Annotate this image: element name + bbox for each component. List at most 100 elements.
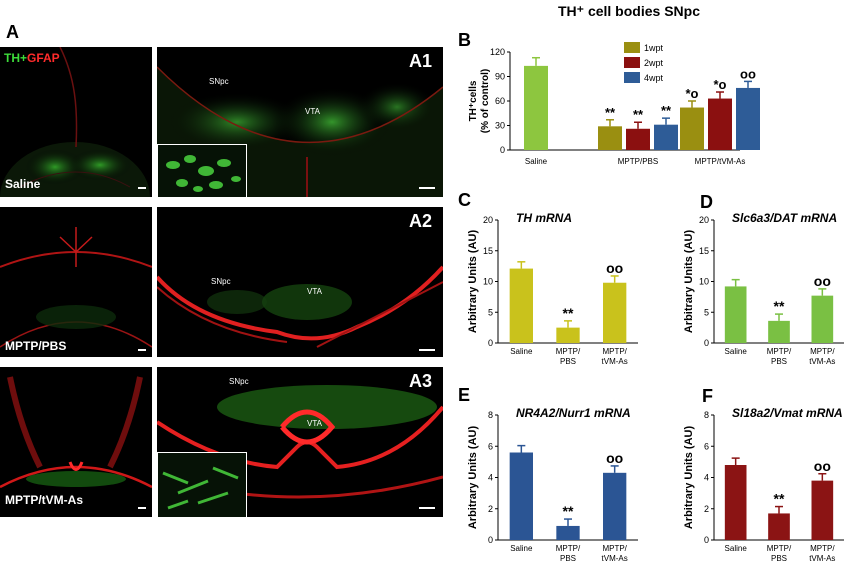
- label-snpc: SNpc: [209, 77, 229, 86]
- y-tick-label: 0: [704, 535, 709, 545]
- inset-cells: [162, 466, 239, 510]
- significance-label: **: [563, 503, 574, 519]
- panel-b-letter: B: [458, 30, 471, 50]
- bar: [556, 327, 580, 343]
- chart-f: 0 2 4 6 8 Arbitrary Units (AU) Sl18a2/Vmat mRN…: [670, 390, 850, 565]
- significance-label: **: [774, 298, 785, 314]
- legend-label: 2wpt: [644, 58, 664, 68]
- category-label: PBS: [560, 554, 576, 563]
- y-tick-label: 4: [704, 473, 709, 483]
- bar: [603, 472, 627, 540]
- significance-label: **: [661, 103, 672, 118]
- category-label: tVM-As: [602, 357, 628, 366]
- scale-bar: [419, 349, 435, 351]
- y-tick-label: 0: [704, 338, 709, 348]
- significance-label: **: [563, 305, 574, 321]
- y-tick-label: 0: [488, 535, 493, 545]
- group-label: Saline: [525, 157, 548, 166]
- significance-label: **: [605, 105, 616, 120]
- panel-e-letter: E: [458, 385, 471, 405]
- y-axis-label: TH⁺cells: [468, 80, 479, 121]
- chart-title: Slc6a3/DAT mRNA: [732, 211, 837, 225]
- panel-d-letter: D: [700, 192, 713, 212]
- category-label: Saline: [725, 544, 748, 553]
- bar: [654, 124, 678, 150]
- significance-label: **: [633, 107, 644, 122]
- label-snpc: SNpc: [211, 277, 231, 286]
- legend-swatch: [624, 42, 640, 53]
- y-tick-label: 0: [500, 145, 505, 155]
- chart-d-svg: 0 5 10 15 20 Arbitrary Units (AU) Slc6a3/DAT m…: [683, 211, 844, 366]
- inset-zoom: [157, 452, 247, 517]
- y-tick-label: 8: [488, 410, 493, 420]
- y-tick-label: 2: [704, 504, 709, 514]
- y-tick-label: 30: [495, 121, 505, 131]
- bar: [708, 98, 732, 150]
- inset-cells: [166, 155, 241, 192]
- bar: [509, 268, 533, 343]
- category-label: tVM-As: [602, 554, 628, 563]
- stain-legend: TH+GFAP: [4, 51, 60, 65]
- significance-label: *o: [686, 86, 699, 101]
- chart-title: TH mRNA: [516, 211, 572, 225]
- tissue-image: [0, 227, 152, 348]
- chart-e: 0 2 4 6 8 Arbitrary Units (AU) NR4A2/Nurr1 mRN…: [448, 390, 648, 565]
- chart-b-svg: 0 30 60 90 120 TH⁺cells (% of control) ** ** ** *o…: [468, 42, 760, 166]
- chart-c-svg: 0 5 10 15 20 Arbitrary Units (AU) TH mRNA Salin…: [467, 211, 638, 366]
- bar: [509, 452, 533, 540]
- y-tick-label: 10: [483, 277, 493, 287]
- bar: [724, 465, 747, 540]
- category-label: tVM-As: [809, 554, 835, 563]
- group-label: MPTP/PBS: [618, 157, 658, 166]
- stain-th-label: TH+: [4, 51, 28, 65]
- legend-swatch: [624, 57, 640, 68]
- tissue-image: [157, 265, 443, 348]
- group-label-mptp-tvm: MPTP/tVM-As: [5, 493, 83, 507]
- bar: [680, 107, 704, 150]
- panel-f-letter: F: [702, 386, 713, 406]
- label-vta: VTA: [307, 419, 322, 428]
- micrograph-saline-overview: TH+GFAP Saline: [0, 47, 152, 197]
- category-label: MPTP/: [602, 347, 627, 356]
- group-label-saline: Saline: [5, 177, 41, 191]
- y-tick-label: 20: [483, 215, 493, 225]
- bar: [524, 65, 548, 150]
- bar: [768, 513, 790, 540]
- panel-tag-a2: A2: [409, 211, 433, 231]
- bar: [598, 126, 622, 150]
- bar: [811, 480, 834, 540]
- category-label: MPTP/: [556, 347, 581, 356]
- tissue-image: [0, 376, 152, 489]
- micrograph-mptp-tvm-detail: A3 SNpc VTA: [157, 367, 443, 517]
- y-tick-label: 60: [495, 96, 505, 106]
- significance-label: *o: [714, 77, 727, 92]
- bar: [603, 282, 627, 343]
- y-tick-label: 4: [488, 473, 493, 483]
- category-label: MPTP/: [602, 544, 627, 553]
- bar: [556, 525, 580, 540]
- micrograph-saline-detail: A1 SNpc VTA: [157, 47, 443, 197]
- y-axis-label: Arbitrary Units (AU): [683, 230, 695, 334]
- micrograph-mptp-tvm-overview: MPTP/tVM-As: [0, 367, 152, 517]
- significance-label: oo: [606, 450, 623, 466]
- chart-b: 0 30 60 90 120 TH⁺cells (% of control) ** ** ** *o…: [448, 38, 760, 183]
- bar: [736, 87, 760, 150]
- legend-swatch: [624, 72, 640, 83]
- chart-d: 0 5 10 15 20 Arbitrary Units (AU) Slc6a3/DAT m…: [670, 195, 850, 366]
- category-label: PBS: [560, 357, 576, 366]
- panel-tag-a1: A1: [409, 51, 433, 71]
- significance-label: oo: [814, 458, 831, 474]
- significance-label: oo: [606, 260, 623, 276]
- category-label: Saline: [725, 347, 748, 356]
- y-tick-label: 5: [704, 307, 709, 317]
- y-tick-label: 2: [488, 504, 493, 514]
- label-vta: VTA: [307, 287, 322, 296]
- tissue-image: [0, 47, 150, 197]
- label-snpc: SNpc: [229, 377, 249, 386]
- y-tick-label: 8: [704, 410, 709, 420]
- category-label: PBS: [771, 357, 787, 366]
- category-label: MPTP/: [767, 347, 792, 356]
- stain-gfap-label: GFAP: [27, 51, 60, 65]
- y-tick-label: 10: [699, 277, 709, 287]
- category-label: MPTP/: [556, 544, 581, 553]
